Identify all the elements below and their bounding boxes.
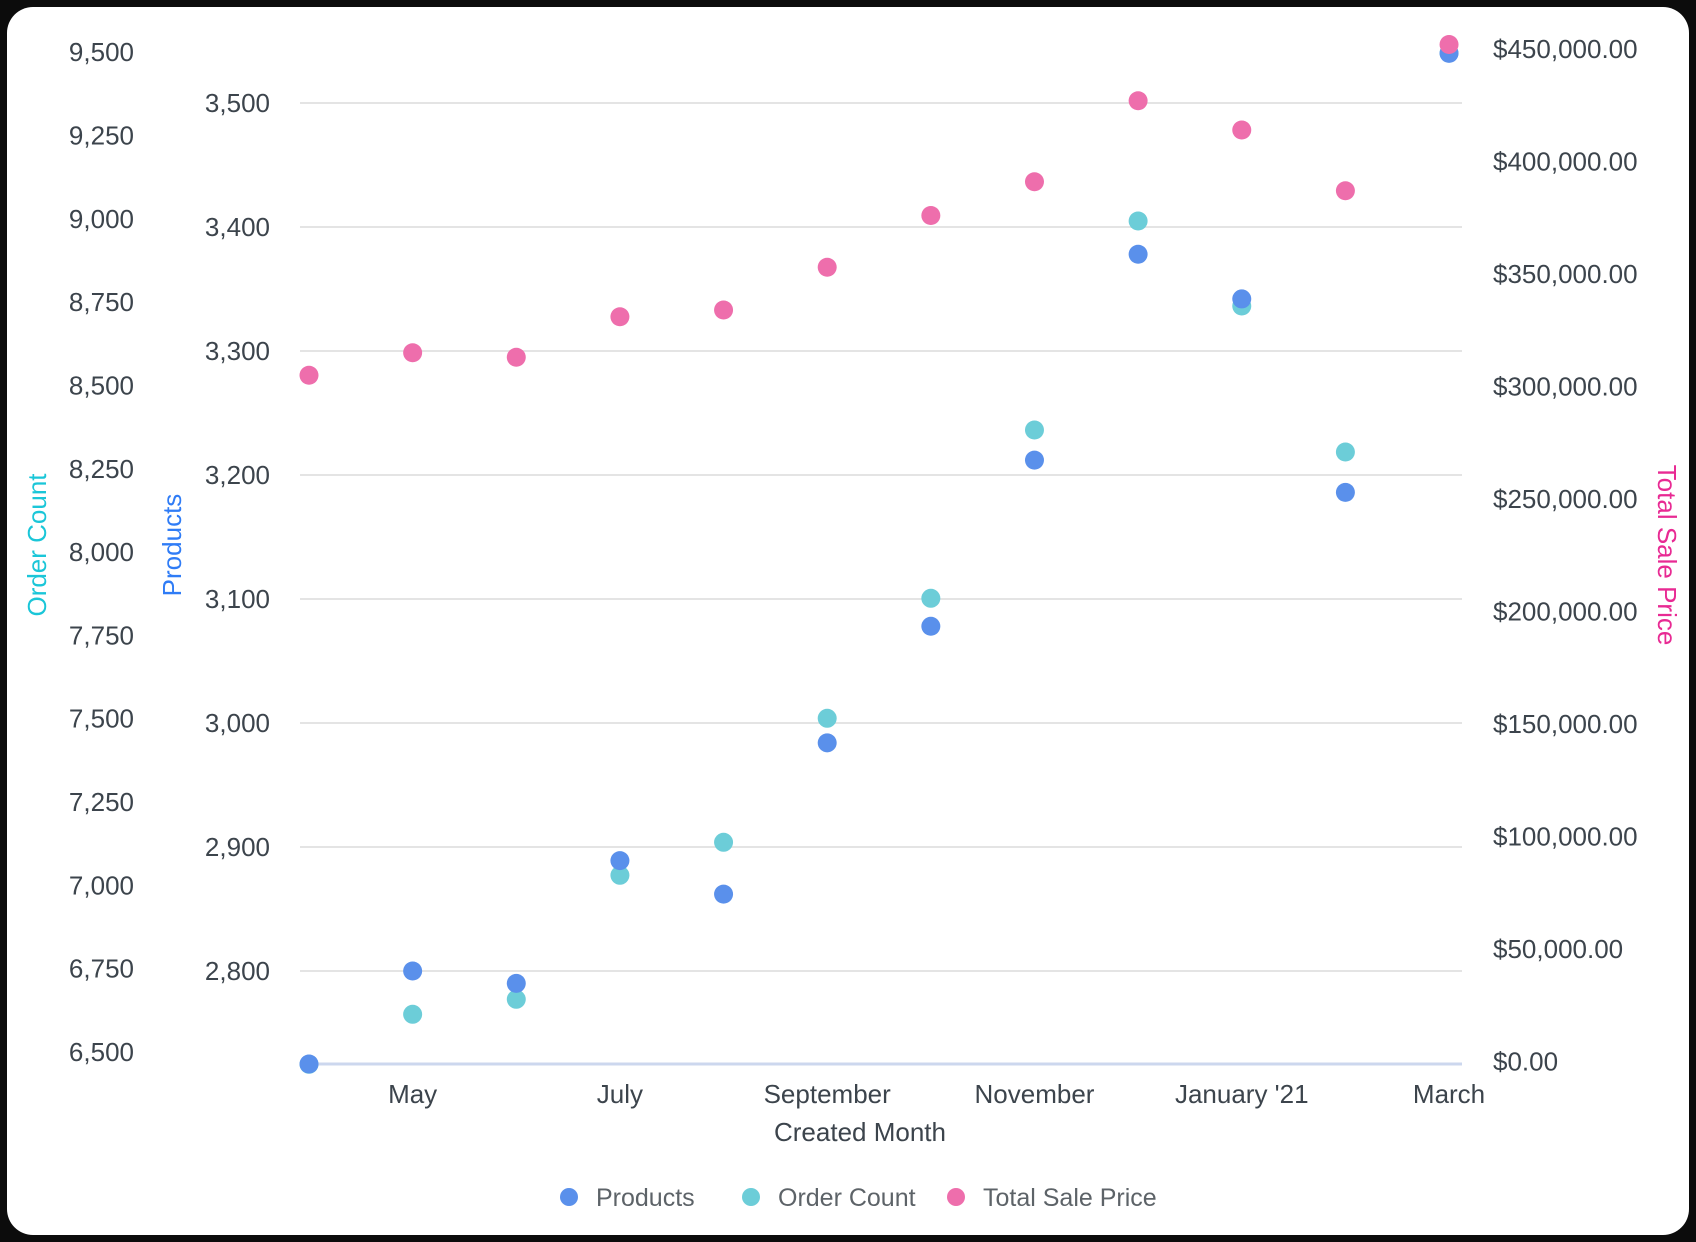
point-order_count-february[interactable]: [1335, 442, 1355, 462]
legend-label-products[interactable]: Products: [596, 1184, 695, 1212]
point-order_count-november[interactable]: [1024, 420, 1044, 440]
order_count-tick-label: 9,500: [69, 37, 134, 67]
point-total_sale_price-december[interactable]: [1128, 91, 1148, 111]
order_count-tick-label: 6,500: [69, 1037, 134, 1067]
products-tick-label: 3,300: [205, 336, 270, 366]
order_count-tick-label: 9,250: [69, 120, 134, 150]
legend-dot-order-count[interactable]: [742, 1188, 760, 1206]
point-products-september[interactable]: [817, 733, 837, 753]
order_count-tick-label: 7,500: [69, 704, 134, 734]
legend-label-order-count[interactable]: Order Count: [778, 1184, 916, 1212]
point-products-november[interactable]: [1024, 450, 1044, 470]
scatter-chart: 9,500 9,250 9,000 8,750 8,500 8,250 8,000 7,750…: [22, 34, 1682, 1212]
order_count-tick-label: 8,000: [69, 537, 134, 567]
total_sale_price-tick-label: $150,000.00: [1493, 709, 1638, 739]
order_count-tick-label: 6,750: [69, 954, 134, 984]
order_count-tick-label: 8,250: [69, 454, 134, 484]
order_count-tick-label: 9,000: [69, 204, 134, 234]
products-tick-label: 2,900: [205, 832, 270, 862]
products-tick-label: 3,200: [205, 460, 270, 490]
legend-label-total-sale-price[interactable]: Total Sale Price: [983, 1184, 1157, 1212]
point-total_sale_price-january-21[interactable]: [1232, 120, 1252, 140]
gridlines-layer: [300, 102, 1462, 1066]
point-products-july[interactable]: [610, 851, 630, 871]
x-tick-label: May: [388, 1079, 437, 1109]
total_sale_price-tick-label: $50,000.00: [1493, 934, 1623, 964]
point-total_sale_price-april[interactable]: [299, 365, 319, 385]
point-order_count-august[interactable]: [714, 832, 734, 852]
data-points-layer: [299, 35, 1459, 1074]
total_sale_price-axis-title: Total Sale Price: [1652, 465, 1682, 646]
point-order_count-december[interactable]: [1128, 211, 1148, 231]
point-products-october[interactable]: [921, 616, 941, 636]
total_sale_price-tick-label: $200,000.00: [1493, 597, 1638, 627]
point-total_sale_price-june[interactable]: [506, 347, 526, 367]
products-tick-label: 2,800: [205, 956, 270, 986]
products-tick-label: 3,000: [205, 708, 270, 738]
chart-card: 9,500 9,250 9,000 8,750 8,500 8,250 8,000 7,750…: [7, 7, 1689, 1235]
x-tick-label: March: [1413, 1079, 1485, 1109]
point-products-june[interactable]: [506, 973, 526, 993]
x-tick-label: September: [764, 1079, 892, 1109]
total_sale_price-tick-label: $0.00: [1493, 1047, 1558, 1077]
point-total_sale_price-may[interactable]: [403, 343, 423, 363]
total_sale_price-tick-label: $400,000.00: [1493, 147, 1638, 177]
point-total_sale_price-november[interactable]: [1024, 172, 1044, 192]
point-total_sale_price-august[interactable]: [714, 300, 734, 320]
point-order_count-october[interactable]: [921, 588, 941, 608]
point-products-january-21[interactable]: [1232, 289, 1252, 309]
point-order_count-may[interactable]: [403, 1004, 423, 1024]
point-order_count-july[interactable]: [610, 865, 630, 885]
point-total_sale_price-july[interactable]: [610, 307, 630, 327]
total_sale_price-tick-label: $250,000.00: [1493, 484, 1638, 514]
products-axis-title: Products: [157, 494, 187, 597]
order_count-tick-label: 7,750: [69, 620, 134, 650]
total_sale_price-tick-label: $100,000.00: [1493, 822, 1638, 852]
axis-ticks-layer: 9,500 9,250 9,000 8,750 8,500 8,250 8,000 7,750…: [69, 34, 1638, 1077]
order_count-tick-label: 7,000: [69, 870, 134, 900]
products-tick-label: 3,400: [205, 212, 270, 242]
x-tick-label: January '21: [1175, 1079, 1309, 1109]
total_sale_price-tick-label: $450,000.00: [1493, 34, 1638, 64]
x-tick-label: November: [975, 1079, 1095, 1109]
order_count-tick-label: 8,750: [69, 287, 134, 317]
point-products-april[interactable]: [299, 1054, 319, 1074]
order_count-tick-label: 8,500: [69, 370, 134, 400]
order_count-axis-title: Order Count: [22, 473, 52, 617]
point-products-december[interactable]: [1128, 244, 1148, 264]
point-products-august[interactable]: [714, 884, 734, 904]
total_sale_price-tick-label: $350,000.00: [1493, 259, 1638, 289]
x-axis-title: Created Month: [774, 1117, 946, 1147]
x-axis-labels-layer: May July September November January '21 March…: [388, 1079, 1485, 1147]
products-tick-label: 3,500: [205, 88, 270, 118]
legend-layer: Products Order Count Total Sale Price: [560, 1184, 1157, 1212]
x-tick-label: July: [597, 1079, 643, 1109]
legend-dot-total-sale-price[interactable]: [947, 1188, 965, 1206]
point-total_sale_price-september[interactable]: [817, 257, 837, 277]
point-order_count-september[interactable]: [817, 708, 837, 728]
point-products-february[interactable]: [1335, 482, 1355, 502]
point-total_sale_price-march[interactable]: [1439, 35, 1459, 54]
point-total_sale_price-october[interactable]: [921, 206, 941, 225]
point-total_sale_price-february[interactable]: [1335, 181, 1355, 201]
axis-titles-layer: Order Count Products Total Sale Price: [22, 465, 1682, 646]
total_sale_price-tick-label: $300,000.00: [1493, 372, 1638, 402]
point-products-may[interactable]: [403, 961, 423, 981]
order_count-tick-label: 7,250: [69, 787, 134, 817]
legend-dot-products[interactable]: [560, 1188, 578, 1206]
products-tick-label: 3,100: [205, 584, 270, 614]
point-order_count-june[interactable]: [506, 989, 526, 1009]
